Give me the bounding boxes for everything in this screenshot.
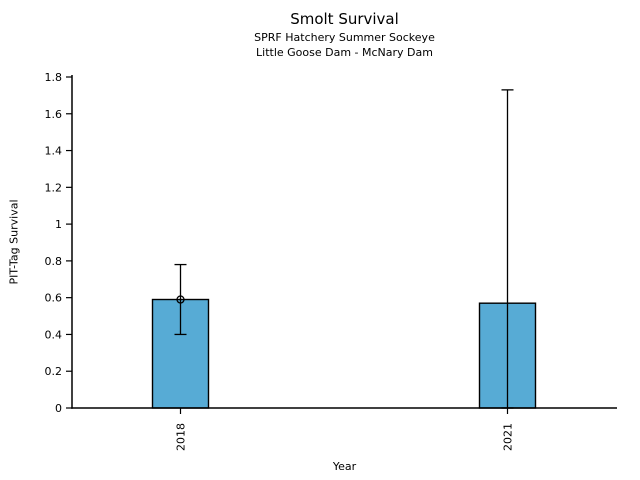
x-tick-label: 2021 (502, 423, 515, 451)
y-tick-label: 1.6 (45, 108, 63, 121)
chart-title: Smolt Survival (290, 10, 399, 28)
chart-subtitle-line1: SPRF Hatchery Summer Sockeye (254, 31, 435, 44)
y-tick-label: 1.4 (45, 145, 63, 158)
y-tick-label: 0.4 (45, 328, 63, 341)
y-tick-label: 0.8 (45, 255, 63, 268)
y-tick-label: 1 (55, 218, 62, 231)
x-axis-label: Year (332, 460, 357, 473)
y-tick-label: 0.6 (45, 292, 63, 305)
y-tick-label: 0 (55, 402, 62, 415)
x-tick-label: 2018 (175, 423, 188, 451)
y-tick-label: 1.8 (45, 71, 63, 84)
y-tick-label: 0.2 (45, 365, 63, 378)
y-tick-label: 1.2 (45, 181, 63, 194)
chart-subtitle-line2: Little Goose Dam - McNary Dam (256, 46, 433, 59)
point-marker-2018 (176, 295, 185, 304)
